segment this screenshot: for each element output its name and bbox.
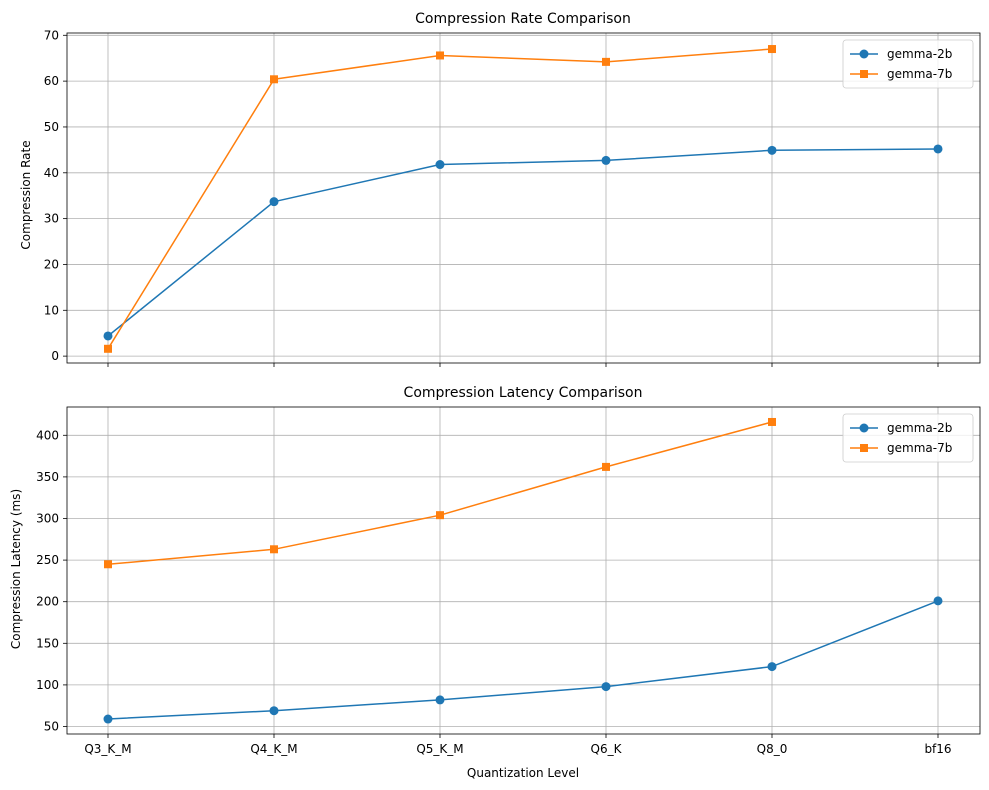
series-line-gemma-2b [107, 600, 939, 720]
data-point-gemma-2b [933, 144, 943, 154]
series [103, 45, 943, 353]
data-point-gemma-2b [435, 695, 445, 705]
data-point-gemma-7b [436, 511, 444, 520]
data-point-gemma-7b [104, 560, 112, 569]
y-tick-label: 250 [36, 553, 59, 567]
data-point-gemma-7b [104, 344, 112, 353]
legend-label-gemma-7b: gemma-7b [887, 441, 952, 455]
y-tick-label: 150 [36, 636, 59, 650]
y-tick-label: 0 [51, 349, 59, 363]
y-tick-label: 20 [44, 257, 59, 271]
y-tick-label: 50 [44, 720, 59, 734]
data-point-gemma-2b [103, 714, 113, 724]
y-tick-label: 400 [36, 428, 59, 442]
x-tick-label: Q3_K_M [84, 742, 131, 756]
x-axis-label: Quantization Level [467, 766, 579, 780]
legend-label-gemma-2b: gemma-2b [887, 47, 952, 61]
y-tick-label: 200 [36, 595, 59, 609]
data-point-gemma-2b [601, 155, 611, 165]
y-tick-label: 40 [44, 166, 59, 180]
y-axis-label: Compression Rate [19, 140, 33, 249]
y-tick-label: 350 [36, 470, 59, 484]
chart-title: Compression Latency Comparison [404, 385, 643, 401]
y-tick-label: 70 [44, 28, 59, 42]
ticks: 0 10 20 30 40 50 60 70 [44, 28, 939, 367]
data-point-gemma-7b [768, 417, 776, 426]
legend-marker-gemma-2b [859, 423, 869, 433]
legend: gemma-2b gemma-7b [842, 39, 974, 89]
y-tick-label: 60 [44, 74, 59, 88]
legend-marker-gemma-7b [860, 70, 868, 78]
data-point-gemma-2b [269, 197, 279, 207]
legend: gemma-2b gemma-7b [842, 413, 974, 463]
data-point-gemma-2b [435, 160, 445, 170]
y-tick-label: 30 [44, 212, 59, 226]
data-point-gemma-2b [269, 706, 279, 716]
chart-top: Compression Rate Comparison Compression … [19, 11, 981, 367]
x-tick-label: Q5_K_M [416, 742, 463, 756]
series-line-gemma-2b [107, 148, 939, 337]
data-point-gemma-7b [768, 45, 776, 54]
data-point-gemma-2b [933, 596, 943, 606]
data-point-gemma-7b [270, 75, 278, 84]
x-tick-label: Q6_K [591, 742, 623, 756]
x-tick-label: Q8_0 [757, 742, 788, 756]
legend-marker-gemma-7b [860, 444, 868, 452]
y-tick-label: 50 [44, 120, 59, 134]
data-point-gemma-2b [601, 682, 611, 692]
data-point-gemma-7b [602, 462, 610, 471]
data-point-gemma-2b [767, 145, 777, 155]
y-tick-label: 100 [36, 678, 59, 692]
series [103, 417, 943, 724]
legend-label-gemma-2b: gemma-2b [887, 421, 952, 435]
data-point-gemma-7b [602, 57, 610, 66]
data-point-gemma-7b [436, 51, 444, 60]
x-tick-label: bf16 [924, 742, 951, 756]
gridlines [67, 407, 980, 734]
legend-marker-gemma-2b [859, 49, 869, 59]
x-tick-label: Q4_K_M [250, 742, 297, 756]
ticks: Q3_K_M Q4_K_M Q5_K_M Q6_K Q8_0 bf16 50 100 150 20… [36, 428, 951, 756]
plot-frame [66, 406, 981, 735]
chart-bottom: Compression Latency Comparison Compressi… [9, 385, 981, 780]
data-point-gemma-2b [103, 331, 113, 341]
plot-frame [66, 32, 981, 364]
chart-title: Compression Rate Comparison [415, 11, 631, 27]
data-point-gemma-7b [270, 545, 278, 554]
legend-label-gemma-7b: gemma-7b [887, 67, 952, 81]
y-axis-label: Compression Latency (ms) [9, 489, 23, 649]
y-tick-label: 10 [44, 303, 59, 317]
y-tick-label: 300 [36, 511, 59, 525]
data-point-gemma-2b [767, 662, 777, 672]
